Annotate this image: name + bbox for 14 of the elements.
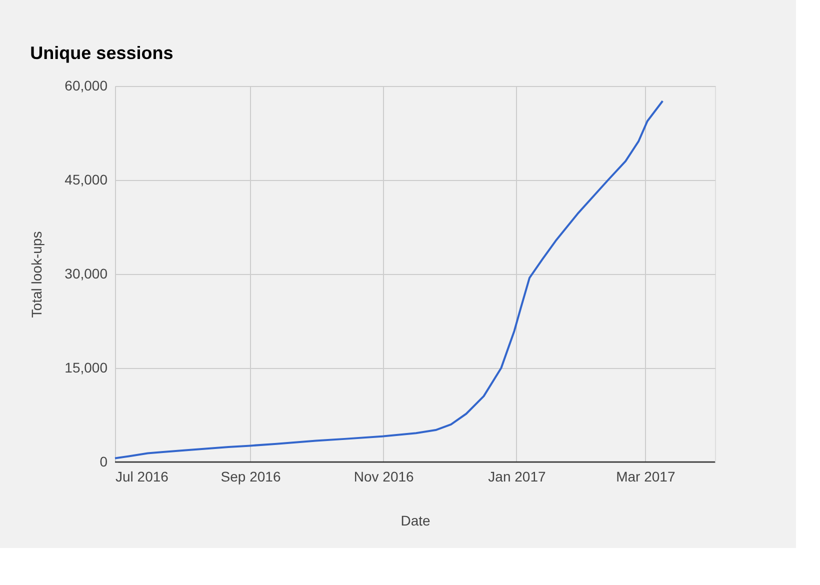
- y-tick-label: 15,000: [64, 360, 108, 376]
- x-tick-label: Mar 2017: [616, 468, 676, 484]
- x-tick-label: Jul 2016: [116, 468, 169, 484]
- x-tick-label: Jan 2017: [488, 468, 546, 484]
- y-tick-label: 45,000: [64, 172, 108, 188]
- chart-title: Unique sessions: [30, 43, 174, 63]
- x-axis-title: Date: [400, 512, 430, 528]
- x-tick-label: Sep 2016: [220, 468, 281, 484]
- y-tick-label: 60,000: [64, 78, 108, 94]
- y-tick-label: 0: [100, 454, 108, 470]
- line-series: [114, 100, 664, 460]
- x-tick-label: Nov 2016: [354, 468, 414, 484]
- y-tick-label: 30,000: [64, 266, 108, 282]
- y-axis-title: Total look-ups: [28, 231, 45, 318]
